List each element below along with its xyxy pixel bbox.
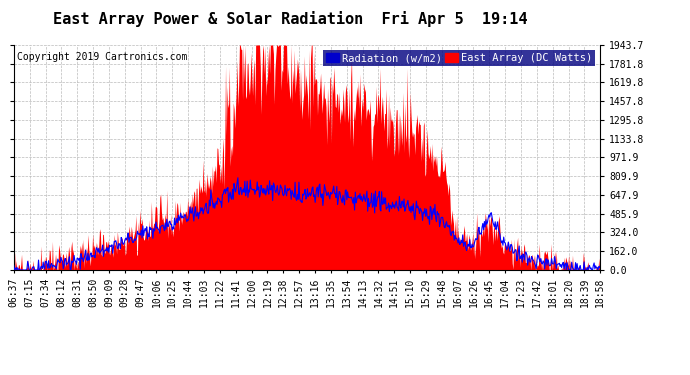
Text: Copyright 2019 Cartronics.com: Copyright 2019 Cartronics.com <box>17 52 187 62</box>
Text: East Array Power & Solar Radiation  Fri Apr 5  19:14: East Array Power & Solar Radiation Fri A… <box>52 11 527 27</box>
Legend: Radiation (w/m2), East Array (DC Watts): Radiation (w/m2), East Array (DC Watts) <box>323 50 595 66</box>
